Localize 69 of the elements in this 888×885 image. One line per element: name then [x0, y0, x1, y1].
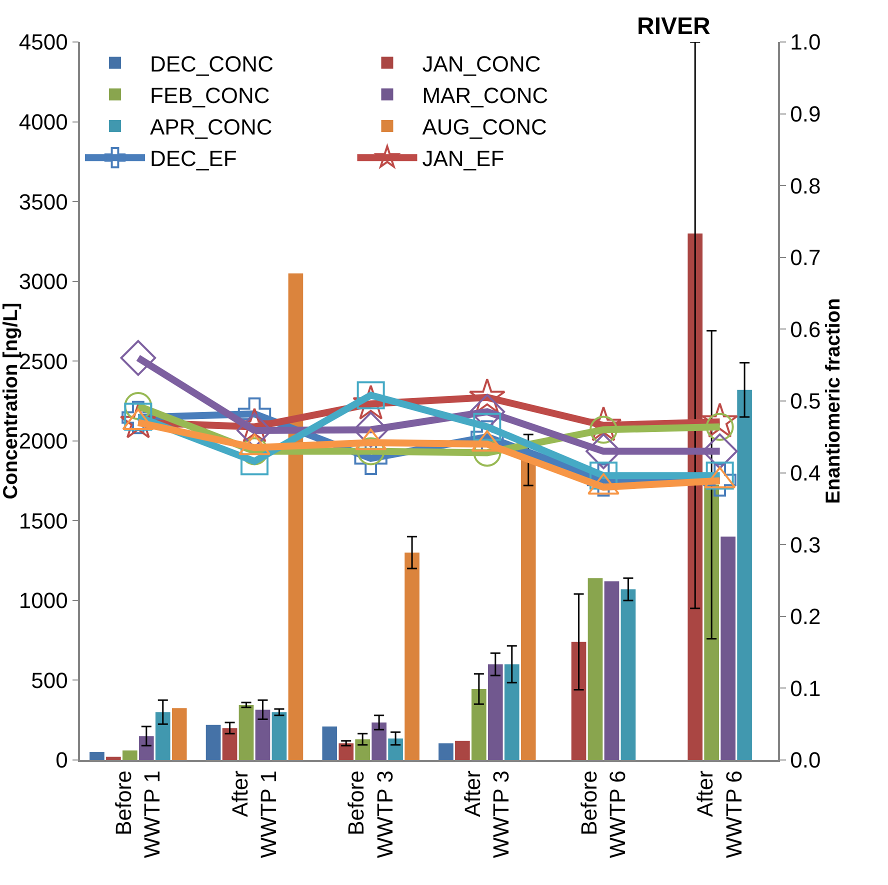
bar — [90, 752, 104, 760]
y2-tick-label: 0.2 — [790, 604, 821, 630]
y-tick-label: 2000 — [18, 428, 68, 454]
bar — [472, 689, 486, 760]
bar — [438, 743, 454, 760]
y2-tick-label: 0.7 — [790, 245, 821, 270]
bar — [355, 739, 370, 760]
legend-label: FEB_CONC — [150, 82, 270, 108]
x-tick-label: Before WWTP 6 — [576, 770, 630, 858]
y2-tick-label: 0.6 — [790, 316, 821, 342]
bar — [238, 704, 254, 760]
legend-label: JAN_CONC — [422, 51, 541, 76]
y-tick-label: 3500 — [18, 189, 68, 214]
bar — [455, 740, 470, 760]
bar — [404, 552, 420, 760]
point — [120, 340, 156, 376]
y-tick-label: 0 — [56, 748, 68, 773]
legend-label: MAR_CONC — [422, 82, 548, 108]
y-tick-label: 500 — [31, 668, 68, 693]
y-tick-label: 4500 — [18, 30, 68, 55]
legend-label: AUG_CONC — [422, 114, 548, 140]
x-tick-label: After WWTP 1 — [227, 770, 281, 858]
y2-tick-label: 1.0 — [790, 30, 821, 55]
y2-tick-label: 0.0 — [790, 748, 821, 773]
text: RIVER — [637, 13, 710, 40]
y2-tick-label: 0.1 — [790, 676, 821, 701]
bar — [338, 743, 354, 760]
bar — [704, 484, 720, 760]
legend-label: JAN_EF — [422, 146, 504, 172]
y-tick-label: 1000 — [18, 588, 68, 614]
x-tick-label: After WWTP 6 — [692, 770, 746, 858]
bar — [122, 750, 138, 760]
bar — [138, 736, 154, 760]
legend-label: APR_CONC — [150, 114, 272, 140]
bar — [520, 460, 536, 760]
bar — [155, 712, 170, 760]
point — [124, 392, 152, 420]
bar — [720, 536, 736, 760]
y-tick-label: 4000 — [18, 109, 68, 134]
y2-tick-label: 0.5 — [790, 388, 821, 414]
bar — [206, 724, 221, 760]
bar — [620, 589, 636, 760]
bar — [488, 664, 503, 760]
bar — [737, 390, 752, 760]
x-tick-label: After WWTP 3 — [460, 770, 514, 858]
y-tick-label: 3000 — [18, 269, 68, 294]
bar — [322, 726, 338, 760]
x-tick-label: Before WWTP 1 — [111, 770, 165, 858]
y2-tick-label: 0.4 — [790, 460, 821, 486]
bar — [106, 756, 121, 760]
bar — [288, 273, 304, 760]
bar — [222, 728, 238, 760]
bar — [372, 722, 386, 760]
y2-tick-label: 0.3 — [790, 532, 821, 558]
bar — [272, 712, 287, 760]
legend-label: DEC_CONC — [150, 51, 274, 76]
bar — [504, 664, 520, 760]
bar — [172, 708, 187, 760]
legend-label: DEC_EF — [150, 146, 237, 172]
y2-tick-label: 0.9 — [790, 102, 821, 126]
bar — [571, 642, 586, 760]
y2-tick-label: 0.8 — [790, 173, 821, 198]
bar — [604, 581, 620, 760]
y-tick-label: 1500 — [18, 508, 68, 534]
bar — [388, 738, 403, 760]
bar — [255, 710, 270, 760]
bar — [588, 578, 603, 760]
x-tick-label: Before WWTP 3 — [344, 770, 398, 858]
y2-axis-title: Enantiomeric fraction — [822, 298, 845, 504]
